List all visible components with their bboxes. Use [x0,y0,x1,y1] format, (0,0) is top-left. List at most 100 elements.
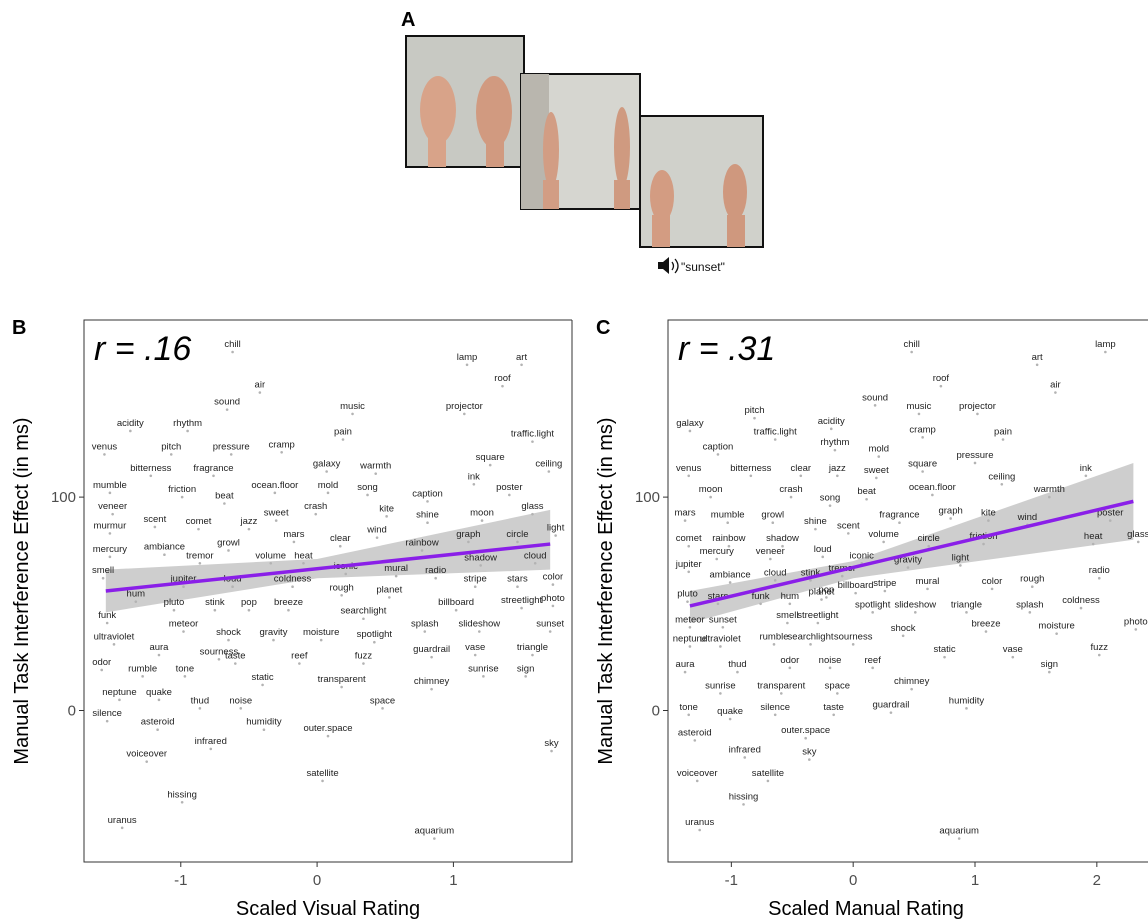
data-point [910,688,913,691]
data-point [280,451,283,454]
word-label: streetlight [797,610,839,621]
data-point [1011,656,1014,659]
data-point [1002,438,1005,441]
word-label: projector [446,401,483,412]
data-point [719,645,722,648]
word-label: sunrise [705,680,736,691]
data-point [520,364,523,367]
data-point [949,517,952,520]
data-point [109,556,112,559]
word-label: heat [294,550,313,561]
word-label: art [1032,352,1043,363]
word-label: reef [864,655,881,666]
data-point [106,622,109,625]
data-point [689,430,692,433]
data-point [789,603,792,606]
data-point [327,735,330,738]
data-point [769,558,772,561]
word-label: ocean.floor [251,480,298,491]
word-label: heat [1084,531,1103,542]
data-point [687,713,690,716]
word-label: ceiling [988,471,1015,482]
word-label: static [933,644,955,655]
word-label: hum [781,591,800,602]
word-label: comet [186,516,212,527]
data-point [694,739,697,742]
word-label: crash [304,501,327,512]
data-point [293,541,296,544]
speaker-icon [658,257,678,274]
word-label: light [952,552,970,563]
data-point [248,528,251,531]
data-point [474,585,477,588]
word-label: splash [1016,599,1043,610]
word-label: hissing [729,791,759,802]
data-point [830,428,833,431]
word-label: kite [379,503,394,514]
word-label: mars [283,529,304,540]
data-point [742,803,745,806]
word-label: slideshow [458,619,500,630]
x-tick-label: 1 [971,872,979,889]
word-label: caption [703,441,734,452]
data-point [552,605,555,608]
data-point [1137,541,1140,544]
word-label: asteroid [141,717,175,728]
word-label: cloud [524,550,547,561]
word-label: circle [506,529,528,540]
word-label: guardrail [872,700,909,711]
word-label: voiceover [126,749,167,760]
word-label: coldness [1062,595,1100,606]
data-point [841,575,844,578]
word-label: wind [366,525,387,536]
data-point [314,513,317,516]
word-label: mumble [711,510,745,521]
data-point [373,641,376,644]
word-label: veneer [756,546,785,557]
data-point [158,699,161,702]
data-point [374,472,377,475]
word-label: quake [146,687,172,698]
data-point [1092,543,1095,546]
data-point [1098,577,1101,580]
x-tick-label: -1 [174,872,187,889]
data-point [385,515,388,518]
data-point [722,626,725,629]
word-label: pressure [213,441,250,452]
panel-label: B [12,317,26,339]
word-label: galaxy [313,459,341,470]
word-label: mercury [93,544,128,555]
word-label: mold [318,480,339,491]
data-point [395,575,398,578]
word-label: shock [216,627,241,638]
word-label: gravity [259,627,287,638]
data-point [1104,351,1107,354]
data-point [362,662,365,665]
word-label: stripe [464,574,487,585]
word-label: scent [144,514,167,525]
word-label: mumble [93,480,127,491]
word-label: tone [176,663,195,674]
data-point [799,474,802,477]
data-point [212,474,215,477]
data-point [109,492,112,495]
data-point [261,684,264,687]
data-point [743,756,746,759]
word-label: sky [802,747,817,758]
data-point [516,585,519,588]
word-label: transparent [757,680,805,691]
word-label: rhythm [173,418,202,429]
word-label: chimney [414,676,450,687]
data-point [832,713,835,716]
data-point [1085,474,1088,477]
word-label: crash [779,484,802,495]
data-point [804,737,807,740]
word-label: funk [98,610,116,621]
word-label: music [907,401,932,412]
data-point [552,583,555,586]
data-point [214,609,217,612]
word-label: ocean.floor [909,482,956,493]
word-label: ink [468,471,480,482]
data-point [907,566,910,569]
